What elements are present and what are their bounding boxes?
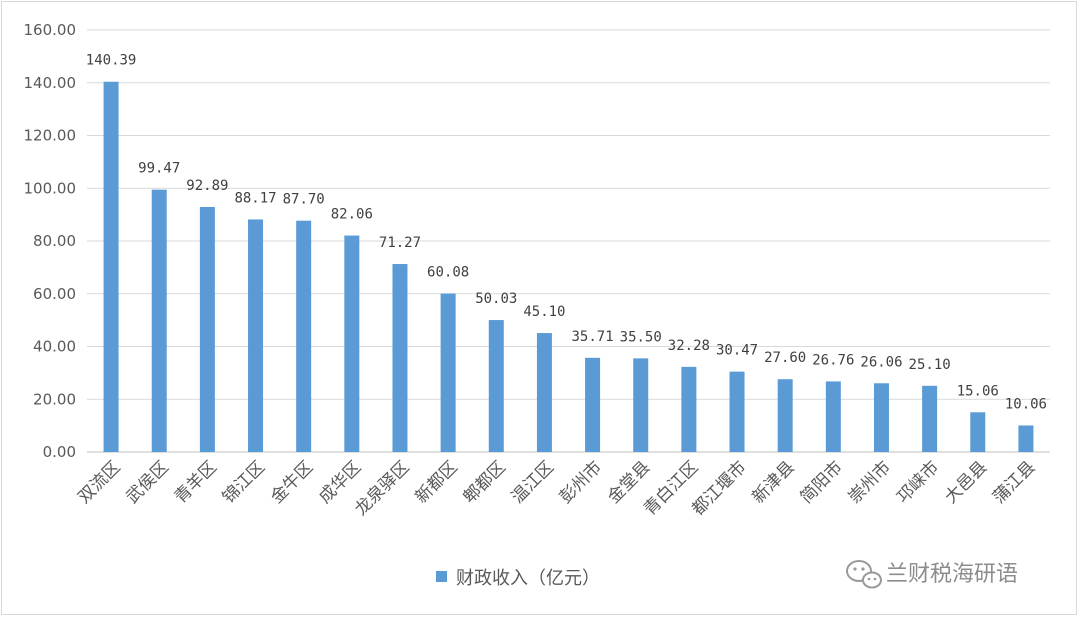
bar <box>729 371 745 452</box>
bar <box>536 333 552 452</box>
y-axis: 0.00 20.00 40.00 60.00 80.00 100.00 120.00 140.… <box>24 21 77 461</box>
y-tick-label: 100.00 <box>24 179 77 197</box>
bar <box>825 381 841 452</box>
data-label: 25.10 <box>909 357 951 373</box>
legend: 财政收入（亿元） <box>436 568 600 589</box>
y-tick-label: 140.00 <box>24 74 77 92</box>
bar <box>585 357 601 452</box>
legend-swatch <box>436 571 447 582</box>
data-label: 87.70 <box>283 192 325 208</box>
data-label: 35.50 <box>620 329 662 345</box>
bar <box>922 385 938 452</box>
bar <box>151 189 167 452</box>
x-tick-label: 崇州市 <box>845 457 895 507</box>
data-label: 10.06 <box>1005 396 1047 412</box>
data-label: 92.89 <box>186 178 228 194</box>
y-tick-label: 80.00 <box>33 232 76 250</box>
data-label: 26.76 <box>812 352 854 368</box>
data-label: 60.08 <box>427 265 469 281</box>
x-tick-label: 金牛区 <box>267 457 317 507</box>
wechat-icon <box>846 560 882 589</box>
bar <box>681 366 697 452</box>
data-label: 30.47 <box>716 343 758 359</box>
x-tick-label: 青羊区 <box>171 457 221 507</box>
bar <box>777 379 793 452</box>
bar <box>344 235 360 452</box>
x-tick-label: 郫都区 <box>460 457 510 507</box>
x-tick-label: 彭州市 <box>556 457 606 507</box>
watermark-text: 兰财税海研语 <box>886 562 1018 587</box>
data-label: 50.03 <box>475 291 517 307</box>
data-label: 32.28 <box>668 338 710 354</box>
gridlines <box>87 29 1050 453</box>
x-tick-label: 大邑县 <box>941 457 991 507</box>
x-tick-label: 蒲江县 <box>989 457 1039 507</box>
x-tick-label: 温江区 <box>508 457 558 507</box>
data-labels: 140.39 99.47 92.89 88.17 87.70 82.06 71.27 60.0… <box>86 53 1047 413</box>
bar <box>392 264 408 452</box>
y-tick-label: 160.00 <box>24 21 77 39</box>
y-tick-label: 120.00 <box>24 127 77 145</box>
bar <box>296 220 312 452</box>
data-label: 15.06 <box>957 383 999 399</box>
data-label: 82.06 <box>331 207 373 223</box>
bar <box>248 219 264 452</box>
data-label: 45.10 <box>523 304 565 320</box>
y-tick-label: 40.00 <box>33 338 76 356</box>
bar <box>199 207 215 452</box>
y-tick-label: 20.00 <box>33 390 76 408</box>
bar <box>1018 425 1034 452</box>
x-tick-label: 邛崃市 <box>893 457 943 507</box>
bar <box>103 81 119 452</box>
y-tick-label: 60.00 <box>33 285 76 303</box>
bars-group <box>103 81 1034 452</box>
watermark: 兰财税海研语 <box>846 560 1018 589</box>
data-label: 26.06 <box>860 354 902 370</box>
x-tick-label: 双流区 <box>74 457 124 507</box>
data-label: 27.60 <box>764 350 806 366</box>
legend-label: 财政收入（亿元） <box>456 568 600 589</box>
x-tick-label: 新都区 <box>411 457 461 507</box>
bar <box>970 412 986 452</box>
y-tick-label: 0.00 <box>43 443 76 461</box>
data-label: 99.47 <box>138 161 180 177</box>
x-tick-label: 龙泉驿区 <box>351 457 413 519</box>
x-tick-label: 武侯区 <box>123 457 173 507</box>
data-label: 88.17 <box>234 190 276 206</box>
data-label: 71.27 <box>379 235 421 251</box>
bar <box>440 293 456 452</box>
data-label: 140.39 <box>86 53 137 69</box>
data-label: 35.71 <box>571 329 613 345</box>
x-tick-label: 都江堰市 <box>688 457 750 519</box>
x-tick-label: 简阳市 <box>797 457 847 507</box>
bar <box>633 358 649 452</box>
x-tick-label: 锦江区 <box>219 457 269 507</box>
bar <box>488 320 504 452</box>
bar <box>873 383 889 452</box>
x-tick-label: 新津县 <box>749 457 799 507</box>
x-axis: 双流区武侯区青羊区锦江区金牛区成华区龙泉驿区新都区郫都区温江区彭州市金堂县青白江… <box>74 457 1039 519</box>
